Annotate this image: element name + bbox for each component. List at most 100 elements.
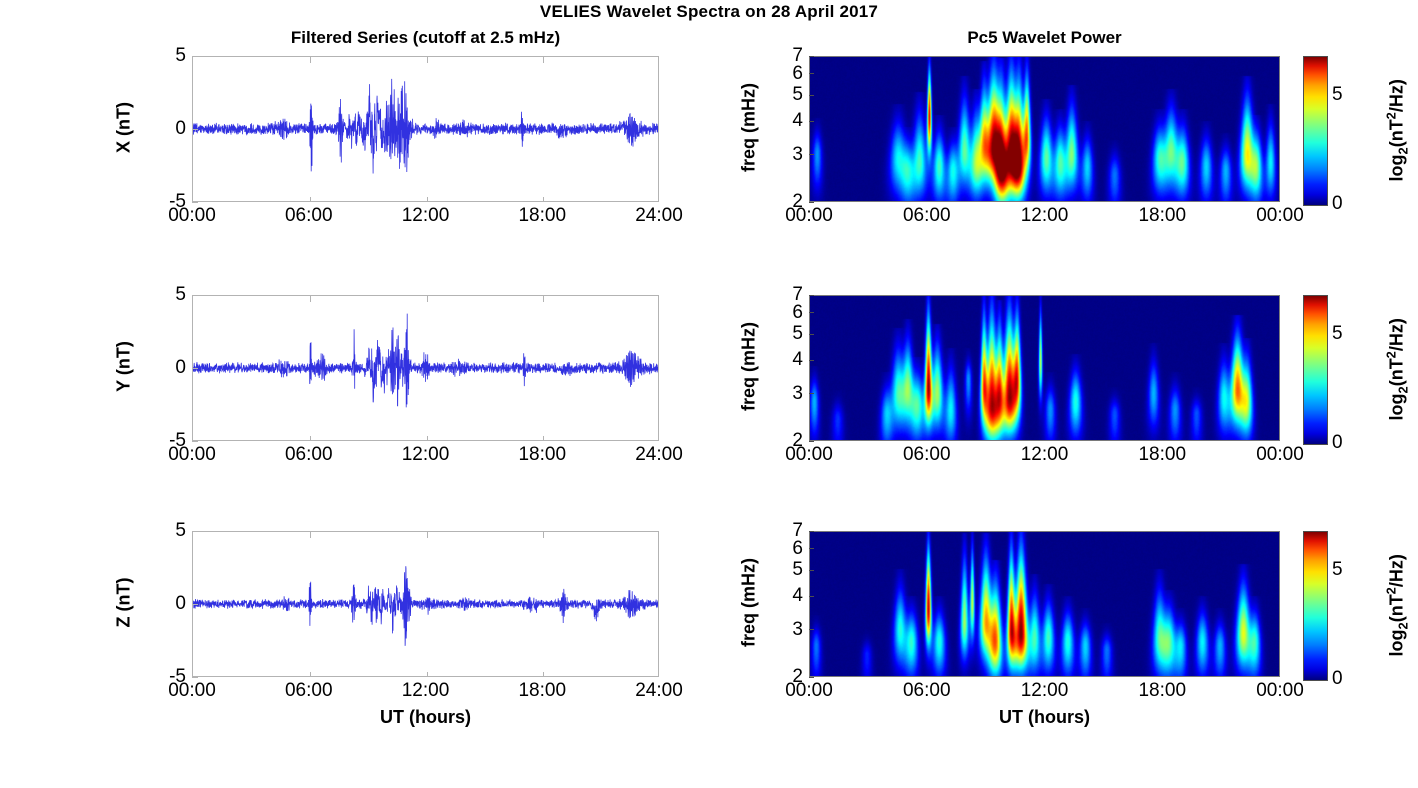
- ytick-label: 0: [175, 357, 186, 378]
- freq-tick-label: 3: [792, 618, 803, 640]
- freq-tick-label: 7: [792, 520, 803, 541]
- freq-tick-label: 2: [792, 191, 803, 212]
- yaxis-label-z: Z (nT): [113, 577, 134, 628]
- timeseries-plot-y: [192, 295, 659, 441]
- xtick-mark: [543, 57, 545, 63]
- ytick-mark: [192, 201, 198, 203]
- xtick-label: 18:00: [518, 205, 567, 226]
- ytick-mark: [192, 128, 198, 130]
- ytick-mark: [192, 367, 198, 369]
- xtick-label: 12:00: [1020, 205, 1069, 226]
- freq-tick-mark: [809, 120, 814, 122]
- freq-tick-label: 4: [792, 349, 803, 371]
- xtick-label: 00:00: [785, 444, 833, 465]
- xtick-label: 12:00: [401, 205, 450, 226]
- freq-axis-label: freq (mHz): [738, 83, 759, 172]
- xtick-label: 00:00: [1256, 444, 1304, 465]
- xtick-mark: [309, 57, 311, 63]
- freq-tick-mark: [809, 393, 814, 395]
- freq-tick-mark: [809, 201, 814, 203]
- ytick-mark: [192, 530, 198, 532]
- colorbar-label: log2(nT2/Hz): [1383, 318, 1411, 421]
- freq-tick-label: 5: [792, 323, 803, 345]
- ytick-label: 5: [175, 520, 186, 541]
- freq-tick-mark: [809, 569, 814, 571]
- yaxis-label-y: Y (nT): [113, 341, 134, 392]
- xtick-label: 00:00: [168, 680, 216, 701]
- xtick-label: 00:00: [168, 205, 216, 226]
- freq-tick-mark: [809, 55, 814, 57]
- xtick-label: 18:00: [1138, 205, 1187, 226]
- ytick-mark: [192, 55, 198, 57]
- xtick-label: 06:00: [902, 444, 951, 465]
- xtick-label: 00:00: [785, 680, 833, 701]
- ytick-mark: [192, 294, 198, 296]
- spectrogram-x: [809, 56, 1280, 202]
- ytick-label: 0: [175, 118, 186, 139]
- xtick-label: 18:00: [1138, 444, 1187, 465]
- xtick-label: 06:00: [284, 205, 333, 226]
- xtick-mark: [309, 672, 311, 676]
- xtick-mark: [426, 532, 428, 538]
- freq-tick-mark: [809, 359, 814, 361]
- freq-tick-mark: [809, 73, 814, 75]
- colorbar-tick-0: 0: [1332, 667, 1343, 689]
- spectrogram-y: [809, 295, 1280, 441]
- freq-tick-mark: [809, 676, 814, 678]
- timeseries-plot-z: [192, 531, 659, 677]
- ytick-label: -5: [169, 430, 186, 451]
- freq-tick-label: 7: [792, 45, 803, 66]
- xtick-label: 18:00: [518, 680, 567, 701]
- spectrogram-image: [810, 532, 1279, 676]
- colorbar-label: log2(nT2/Hz): [1383, 79, 1411, 182]
- freq-tick-mark: [809, 154, 814, 156]
- spectrogram-z: [809, 531, 1280, 677]
- xtick-label: 00:00: [168, 444, 216, 465]
- freq-tick-mark: [809, 595, 814, 597]
- xtick-label: 24:00: [635, 680, 683, 701]
- freq-tick-label: 5: [792, 84, 803, 106]
- ytick-mark: [192, 603, 198, 605]
- colorbar-tick-0: 0: [1332, 192, 1343, 214]
- xtick-label: 06:00: [284, 444, 333, 465]
- freq-tick-label: 6: [792, 62, 803, 84]
- freq-tick-mark: [809, 548, 814, 550]
- xtick-mark: [543, 532, 545, 538]
- freq-tick-label: 2: [792, 430, 803, 451]
- timeseries-plot-x: [192, 56, 659, 202]
- xtick-mark: [543, 436, 545, 440]
- xtick-mark: [543, 296, 545, 302]
- waveform: [193, 566, 658, 646]
- colorbar-tick-5: 5: [1332, 559, 1343, 581]
- xtick-label: 00:00: [1256, 205, 1304, 226]
- freq-tick-label: 6: [792, 537, 803, 559]
- xtick-mark: [309, 532, 311, 538]
- xtick-label: 00:00: [1256, 680, 1304, 701]
- freq-tick-mark: [809, 629, 814, 631]
- xtick-mark: [543, 672, 545, 676]
- xtick-label: 24:00: [635, 444, 683, 465]
- freq-tick-label: 4: [792, 585, 803, 607]
- xtick-label: 12:00: [1020, 680, 1069, 701]
- spectrogram-image: [810, 296, 1279, 440]
- xtick-mark: [426, 436, 428, 440]
- xtick-label: 12:00: [401, 444, 450, 465]
- freq-tick-label: 3: [792, 382, 803, 404]
- xaxis-label-left: UT (hours): [380, 707, 471, 727]
- freq-tick-mark: [809, 530, 814, 532]
- ytick-label: -5: [169, 666, 186, 687]
- xtick-label: 00:00: [785, 205, 833, 226]
- xtick-label: 18:00: [1138, 680, 1187, 701]
- freq-axis-label: freq (mHz): [738, 558, 759, 647]
- freq-tick-label: 5: [792, 559, 803, 581]
- freq-tick-label: 2: [792, 666, 803, 687]
- ytick-label: 5: [175, 45, 186, 66]
- waveform: [193, 313, 658, 408]
- colorbar-tick-5: 5: [1332, 84, 1343, 106]
- spectrogram-image: [810, 57, 1279, 201]
- left-column-title: Filtered Series (cutoff at 2.5 mHz): [290, 28, 561, 47]
- figure-title: VELIES Wavelet Spectra on 28 April 2017: [539, 2, 879, 21]
